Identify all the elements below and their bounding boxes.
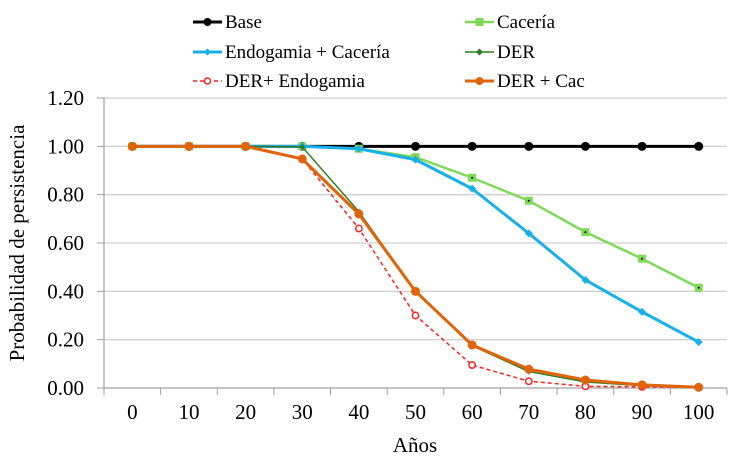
y-tick-labels: 0.00 0.20 0.40 0.60 0.80 1.00 1.20	[47, 86, 84, 400]
legend-marker	[475, 77, 484, 85]
x-axis-title: Años	[393, 433, 437, 457]
data-point-center	[697, 286, 700, 289]
data-point	[580, 375, 590, 385]
data-point	[637, 141, 647, 151]
y-tick-label: 0.20	[47, 328, 84, 352]
legend-label: DER	[497, 42, 535, 63]
series-line	[132, 145, 699, 389]
y-tick-label: 0.00	[47, 376, 84, 400]
data-point	[524, 364, 534, 374]
series-der	[129, 143, 702, 391]
series-der-cac	[127, 141, 704, 392]
y-tick-label: 0.80	[47, 183, 84, 207]
x-tick-label: 30	[292, 400, 313, 424]
data-point	[467, 340, 477, 350]
data-point	[354, 224, 363, 233]
data-point	[354, 144, 363, 153]
y-tick-label: 0.60	[47, 231, 84, 255]
x-tick-label: 10	[178, 400, 199, 424]
y-tick-label: 1.00	[47, 134, 84, 158]
x-tick-label: 80	[575, 400, 596, 424]
legend-marker	[204, 48, 211, 56]
y-tick-label: 0.40	[47, 279, 84, 303]
data-point	[299, 143, 306, 150]
legend: Base Cacería Endogamia + Cacería DER DER+ En…	[193, 12, 585, 92]
x-tick-label: 40	[348, 400, 369, 424]
grid-lines	[104, 97, 727, 341]
legend-marker	[476, 48, 483, 56]
data-point	[411, 286, 420, 296]
x-tick-label: 50	[405, 400, 426, 424]
legend-label: Base	[225, 12, 262, 33]
data-point-center	[527, 199, 530, 202]
data-point	[411, 311, 420, 320]
legend-label: Cacería	[497, 12, 556, 33]
data-point	[637, 380, 647, 390]
data-point-center	[641, 257, 644, 260]
series-line	[132, 145, 700, 289]
legend-label: DER+ Endogamia	[225, 71, 366, 92]
data-point	[468, 361, 477, 369]
series-line	[132, 144, 699, 389]
y-axis-title: Probabilidad de persistencia	[5, 124, 29, 361]
data-point	[467, 141, 477, 151]
data-point	[411, 141, 420, 151]
series-line	[132, 145, 699, 389]
y-tick-label: 1.20	[47, 86, 84, 110]
series-group	[127, 141, 704, 392]
axes	[97, 97, 728, 395]
data-point	[580, 141, 590, 151]
data-point-center	[584, 231, 587, 234]
data-point	[524, 377, 533, 386]
data-point	[184, 141, 194, 151]
legend-marker	[475, 18, 484, 26]
data-point	[354, 209, 364, 219]
data-point	[127, 141, 137, 151]
legend-item: DER	[465, 42, 535, 63]
x-tick-label: 70	[518, 400, 539, 424]
x-tick-label: 20	[235, 400, 256, 424]
data-point	[297, 154, 307, 164]
data-point	[524, 229, 533, 238]
x-tick-label: 90	[632, 400, 653, 424]
x-tick-label: 60	[462, 400, 483, 424]
data-point	[411, 155, 420, 164]
x-tick-label: 100	[683, 400, 715, 424]
data-point	[468, 184, 477, 193]
data-point	[694, 141, 704, 151]
legend-item: Cacería	[465, 12, 556, 33]
legend-item: DER+ Endogamia	[193, 71, 366, 92]
data-point	[694, 382, 704, 392]
legend-label: DER + Cac	[497, 71, 585, 92]
legend-item: Endogamia + Cacería	[193, 42, 390, 63]
data-point	[241, 141, 251, 151]
legend-marker	[203, 18, 212, 26]
data-point	[694, 338, 703, 347]
legend-item: DER + Cac	[465, 71, 585, 92]
series-der-endogamia	[128, 142, 703, 392]
data-point	[638, 307, 647, 316]
legend-marker	[203, 77, 212, 85]
data-point	[524, 141, 534, 151]
legend-item: Base	[193, 12, 262, 33]
legend-label: Endogamia + Cacería	[225, 42, 390, 63]
data-point-center	[471, 176, 474, 179]
x-tick-label: 0	[127, 400, 138, 424]
x-tick-labels: 0 10 20 30 40 50 60 70 80 90 100	[127, 400, 714, 424]
series-cacer-a	[128, 142, 703, 292]
data-point	[581, 275, 590, 284]
